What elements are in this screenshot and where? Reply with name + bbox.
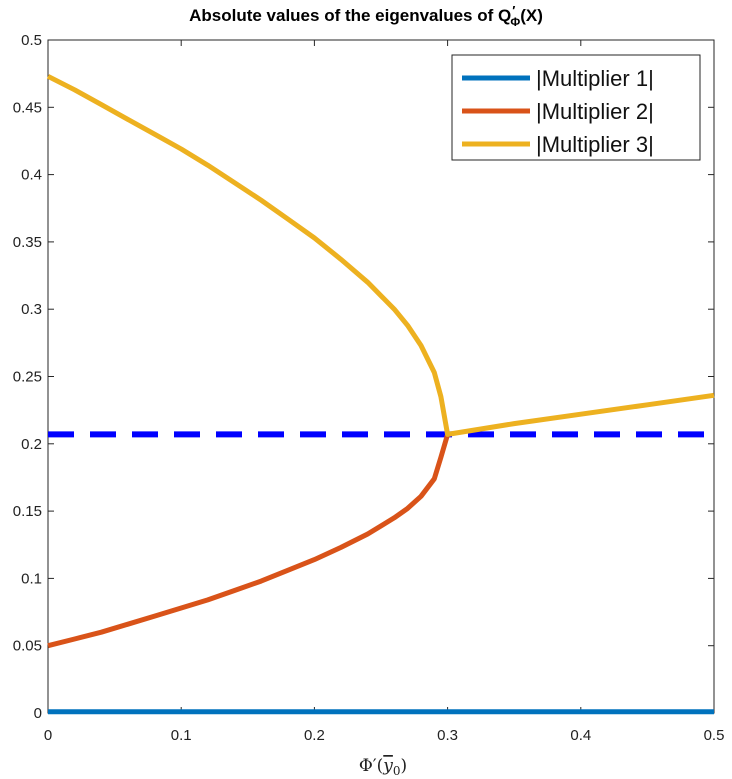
legend-label-multiplier-1: |Multiplier 1| — [536, 66, 654, 91]
legend-label-multiplier-2: |Multiplier 2| — [536, 99, 654, 124]
title-sup: ′ — [512, 3, 515, 18]
series-layer — [46, 74, 715, 715]
xlabel-over: y — [382, 756, 393, 776]
x-tick-label: 0.3 — [437, 727, 458, 744]
x-tick-label: 0.2 — [304, 727, 325, 744]
legend: |Multiplier 1| |Multiplier 2| |Multiplier … — [451, 54, 701, 161]
x-tick-label: 0.5 — [704, 727, 725, 744]
x-tick-label: 0 — [44, 727, 52, 744]
ticks-layer: 0 0.1 0.2 0.3 0.4 0.5 0 0.05 0.1 0.15 0.2 0.25 0.3 0.… — [13, 32, 725, 744]
y-tick-label: 0.15 — [13, 503, 42, 520]
y-tick-label: 0.35 — [13, 234, 42, 251]
xlabel-tail: ) — [401, 756, 408, 776]
title-sub: Φ — [510, 15, 520, 29]
chart-title: Absolute values of the eigenvalues of Q′… — [189, 3, 543, 29]
y-tick-label: 0.25 — [13, 369, 42, 386]
y-tick-label: 0.4 — [21, 167, 42, 184]
x-tick-label: 0.4 — [570, 727, 591, 744]
y-tick-label: 0.5 — [21, 32, 42, 49]
x-tick-label: 0.1 — [171, 727, 192, 744]
series-line-multiplier-3 — [46, 74, 715, 437]
title-main: Absolute values of the eigenvalues of Q — [189, 6, 511, 25]
y-tick-label: 0 — [34, 705, 42, 722]
y-tick-label: 0.3 — [21, 301, 42, 318]
y-tick-label: 0.1 — [21, 570, 42, 587]
series-line-multiplier-2 — [47, 433, 450, 649]
y-tick-label: 0.45 — [13, 99, 42, 116]
legend-label-multiplier-3: |Multiplier 3| — [536, 132, 654, 157]
title-tail: (X) — [520, 6, 543, 25]
xlabel-main: Φ′( — [359, 756, 383, 776]
y-tick-label: 0.2 — [21, 436, 42, 453]
x-axis-label: Φ′(y0) — [359, 756, 407, 778]
xlabel-sub: 0 — [393, 764, 401, 778]
y-tick-label: 0.05 — [13, 638, 42, 655]
